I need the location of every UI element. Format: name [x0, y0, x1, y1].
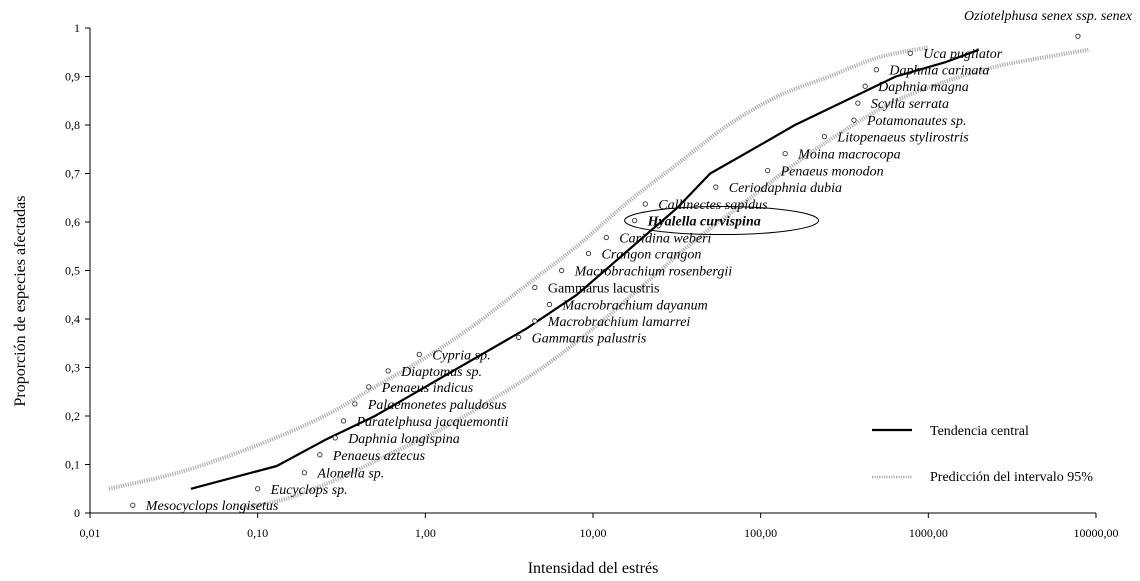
species-point [642, 201, 648, 207]
species-label: Mesocyclops longisetus [145, 499, 279, 514]
prediction-interval-lower [240, 47, 1089, 511]
species-point [385, 368, 391, 374]
species-point [340, 418, 347, 424]
species-label: Gammarus lacustris [548, 281, 660, 296]
species-label: Gammarus palustris [532, 331, 647, 346]
x-tick-label: 10,00 [580, 526, 607, 540]
x-tick-label: 0,10 [247, 526, 268, 540]
species-label: Penaeus indicus [381, 381, 474, 396]
species-label: Caridina weberi [619, 232, 711, 247]
species-label: Oziotelphusa senex ssp. senex [964, 9, 1133, 24]
species-point [416, 351, 422, 358]
y-tick-label: 0,1 [65, 458, 80, 472]
x-tick-label: 100,00 [744, 526, 777, 540]
species-point [546, 301, 553, 308]
species-point [631, 217, 638, 224]
y-tick-label: 0,6 [65, 215, 80, 229]
y-tick-label: 0 [74, 506, 80, 520]
species-label: Scylla serrata [871, 97, 949, 112]
species-label: Daphnia carinata [888, 64, 989, 79]
species-point [515, 334, 522, 341]
species-point [907, 50, 913, 56]
y-tick-label: 0,8 [65, 118, 80, 132]
y-tick-label: 0,2 [65, 409, 80, 423]
y-tick-label: 0,5 [65, 264, 80, 278]
y-ticks: 0 0,1 0,2 0,3 0,4 0,5 0,6 0,7 0,8 0,9 1 [65, 21, 90, 520]
species-label: Macrobrachium lamarrei [547, 315, 691, 330]
species-point [585, 250, 592, 257]
prediction-interval-upper [108, 45, 929, 491]
species-point [532, 284, 538, 291]
species-label: Litopenaeus stylirostris [836, 131, 969, 146]
species-point [862, 83, 868, 89]
species-point [855, 100, 861, 106]
species-point [603, 234, 609, 241]
x-tick-label: 1,00 [415, 526, 436, 540]
species-point [821, 133, 828, 140]
legend-label-interval: Predicción del intervalo 95% [930, 470, 1093, 485]
x-tick-label: 10000,00 [1074, 526, 1119, 540]
y-tick-label: 0,7 [65, 167, 80, 181]
species-point [301, 470, 308, 476]
x-tick-label: 0,01 [80, 526, 101, 540]
species-label: Daphnia magna [877, 80, 969, 95]
species-point [558, 267, 565, 274]
species-label: Eucyclops sp. [270, 483, 348, 498]
species-label: Penaeus aztecus [332, 449, 426, 464]
species-label: Paratelphusa jacquemontii [355, 415, 508, 430]
x-tick-label: 1000,00 [909, 526, 948, 540]
species-label: Callinectes sapidus [658, 198, 768, 213]
species-label: Alonella sp. [316, 467, 384, 482]
species-label: Moina macrocopa [797, 148, 901, 163]
species-point [532, 318, 538, 324]
species-label: Cypria sp. [432, 348, 490, 363]
x-axis-title: Intensidad del estrés [528, 560, 659, 577]
legend-label-central: Tendencia central [930, 424, 1029, 439]
species-point [352, 401, 358, 407]
species-point [873, 67, 880, 73]
species-point [1075, 33, 1081, 39]
species-label: Penaeus monodon [780, 165, 884, 180]
species-label: Uca pugilator [923, 47, 1002, 62]
species-label: Diaptomus sp. [400, 365, 482, 380]
species-point [713, 184, 719, 190]
species-points [130, 33, 1081, 508]
y-tick-label: 1 [74, 21, 80, 35]
legend: Tendencia central Predicción del interva… [872, 424, 1093, 485]
y-tick-label: 0,9 [65, 70, 80, 84]
species-label: Palaemonetes paludosus [367, 398, 507, 413]
species-point [317, 452, 323, 458]
species-point [782, 150, 788, 157]
species-label: Daphnia longispina [347, 432, 460, 447]
y-tick-label: 0,4 [65, 312, 80, 326]
species-point [130, 502, 136, 508]
species-point [366, 384, 372, 390]
species-label: Macrobrachium rosenbergii [574, 265, 733, 280]
y-tick-label: 0,3 [65, 361, 80, 375]
species-label: Crangon crangon [601, 248, 701, 263]
curves [108, 45, 1089, 511]
species-label: Macrobrachium dayanum [561, 298, 707, 313]
species-label: Ceriodaphnia dubia [729, 181, 842, 196]
x-ticks: 0,01 0,10 1,00 10,00 100,00 1000,00 10000,00 [80, 513, 1119, 540]
highlight-ellipse [624, 206, 820, 236]
species-label: Potamonautes sp. [866, 114, 967, 129]
species-label: Hyalella curvispina [647, 215, 761, 230]
species-point [851, 117, 857, 123]
y-axis-title: Proporción de especies afectadas [12, 195, 29, 406]
central-trend-line [190, 48, 980, 490]
species-point [332, 435, 338, 441]
species-point [764, 167, 771, 174]
species-point [255, 486, 261, 492]
